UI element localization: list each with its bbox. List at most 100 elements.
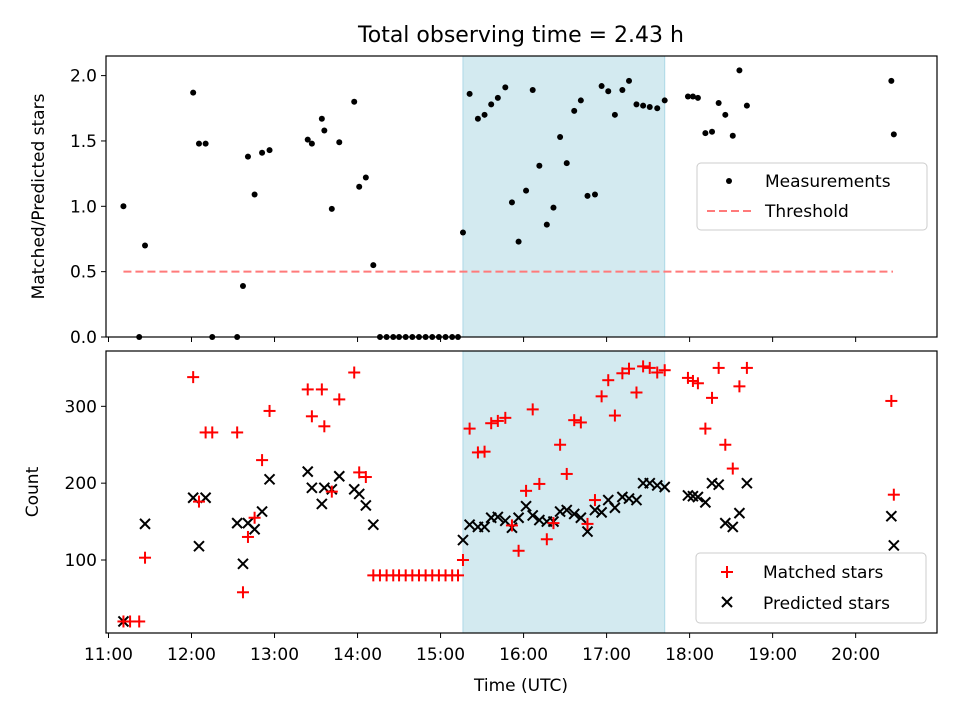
matched-point	[643, 361, 656, 374]
matched-point	[595, 390, 608, 403]
measurement-point	[557, 134, 564, 141]
matched-point	[505, 519, 518, 532]
matched-point	[630, 386, 643, 399]
x-tick-label: 13:00	[250, 645, 299, 665]
measurement-point	[459, 229, 466, 236]
bottom-y-tick-label: 300	[65, 397, 97, 417]
predicted-point	[367, 518, 380, 531]
measurement-point	[244, 153, 251, 160]
measurement-point	[488, 101, 495, 108]
measurement-point	[550, 204, 557, 211]
matched-point	[139, 551, 152, 564]
bottom-panel: 11:00 12:00 13:00 14:00 15:00 16:00 17:00 18:00…	[23, 350, 938, 696]
x-tick-label: 19:00	[748, 645, 797, 665]
measurement-point	[474, 115, 481, 122]
measurement-point	[543, 221, 550, 228]
x-tick-label: 14:00	[333, 645, 382, 665]
top-y-tick-label: 2.0	[70, 67, 97, 87]
matched-point	[526, 403, 539, 416]
matched-point	[478, 445, 491, 458]
measurement-point	[577, 97, 584, 104]
matched-point	[348, 366, 361, 379]
matched-point	[623, 362, 636, 375]
predicted-point	[478, 521, 491, 533]
matched-point	[726, 462, 739, 475]
top-panel-frame	[105, 55, 938, 338]
matched-point	[540, 533, 553, 546]
matched-point	[588, 494, 601, 507]
predicted-point	[256, 505, 268, 518]
measurement-point	[142, 242, 149, 249]
x-tick-label: 15:00	[416, 645, 465, 665]
legend-matched-label: Matched stars	[763, 563, 883, 583]
matched-point	[651, 366, 664, 379]
x-tick-label: 16:00	[499, 645, 548, 665]
matched-point	[658, 364, 671, 377]
measurement-point	[515, 238, 522, 245]
x-axis-label: Time (UTC)	[473, 676, 568, 696]
measurement-point	[304, 136, 311, 143]
matched-point	[568, 414, 581, 427]
measurement-point	[529, 86, 536, 93]
matched-point	[740, 361, 753, 374]
matched-point	[499, 411, 512, 424]
measurement-point	[689, 93, 696, 100]
predicted-point	[193, 540, 205, 552]
measurement-point	[362, 174, 369, 181]
predicted-point	[263, 473, 276, 486]
predicted-point	[248, 523, 261, 535]
legend-matched-marker	[721, 566, 733, 578]
measurement-point	[120, 203, 127, 210]
legend-measurements-label: Measurements	[765, 172, 891, 192]
measurement-point	[888, 77, 895, 84]
measurement-point	[729, 132, 736, 139]
matched-point	[301, 383, 314, 396]
measurement-point	[715, 100, 722, 107]
measurement-point	[743, 102, 750, 109]
matched-point	[187, 371, 200, 384]
matched-point	[359, 471, 372, 484]
matched-point	[318, 420, 331, 433]
matched-point	[733, 380, 746, 393]
measurement-point	[356, 183, 363, 190]
bottom-legend-box	[695, 552, 927, 624]
matched-point	[353, 466, 366, 479]
matched-point	[699, 422, 712, 435]
matched-point	[241, 530, 254, 543]
predicted-point	[512, 512, 525, 524]
matched-point	[333, 393, 346, 406]
matched-point	[560, 467, 573, 480]
predicted-point	[658, 481, 671, 493]
matched-point	[533, 477, 546, 490]
predicted-point	[316, 498, 328, 510]
matched-point	[456, 554, 469, 567]
predicted-point	[231, 517, 243, 529]
predicted-point	[733, 507, 746, 519]
measurement-point	[508, 199, 515, 206]
matched-point	[520, 484, 533, 497]
predicted-point	[589, 504, 601, 516]
predicted-point	[885, 510, 898, 522]
measurement-point	[239, 283, 246, 290]
bottom-y-axis-label: Count	[23, 466, 43, 517]
predicted-point	[568, 508, 580, 520]
measurement-point	[328, 205, 335, 212]
measurement-point	[736, 67, 743, 74]
matched-point	[719, 438, 732, 451]
matched-point	[206, 426, 219, 439]
matched-point	[547, 517, 560, 530]
measurement-point	[619, 86, 626, 93]
predicted-point	[630, 494, 643, 506]
top-shaded-span	[462, 55, 666, 338]
matched-point	[485, 417, 498, 430]
matched-point	[581, 517, 594, 530]
measurement-point	[890, 131, 897, 138]
measurement-point	[190, 89, 197, 96]
predicted-point	[741, 477, 753, 489]
matched-point	[236, 586, 249, 599]
measurement-point	[591, 191, 598, 198]
predicted-point	[520, 500, 532, 512]
measurement-point	[654, 105, 661, 112]
matched-point	[263, 404, 276, 417]
